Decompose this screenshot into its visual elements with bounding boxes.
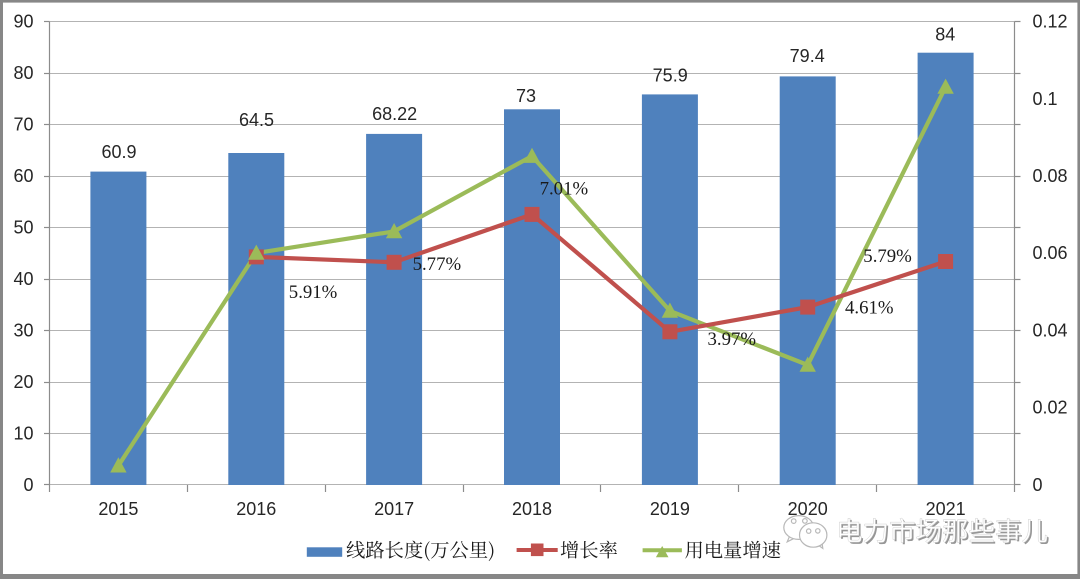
svg-text:84: 84 [935, 24, 955, 44]
svg-text:10: 10 [13, 423, 33, 443]
svg-text:20: 20 [13, 372, 33, 392]
svg-text:0.12: 0.12 [1033, 12, 1068, 32]
svg-text:4.61%: 4.61% [845, 298, 894, 319]
svg-text:70: 70 [13, 115, 33, 135]
svg-text:40: 40 [13, 269, 33, 289]
svg-text:64.5: 64.5 [239, 110, 274, 130]
svg-text:0.02: 0.02 [1033, 398, 1068, 418]
svg-text:0.1: 0.1 [1033, 89, 1058, 109]
svg-text:5.79%: 5.79% [863, 246, 912, 267]
svg-text:0.04: 0.04 [1033, 320, 1068, 340]
svg-text:5.77%: 5.77% [413, 254, 462, 275]
svg-text:2018: 2018 [512, 499, 552, 519]
svg-text:2016: 2016 [236, 499, 276, 519]
svg-text:30: 30 [13, 320, 33, 340]
svg-text:7.01%: 7.01% [540, 179, 589, 200]
svg-text:50: 50 [13, 218, 33, 238]
svg-text:75.9: 75.9 [653, 66, 688, 86]
svg-text:60: 60 [13, 166, 33, 186]
svg-text:2015: 2015 [98, 499, 138, 519]
svg-text:2021: 2021 [926, 499, 966, 519]
svg-text:0: 0 [23, 475, 33, 495]
svg-text:68.22: 68.22 [372, 104, 417, 124]
svg-text:79.4: 79.4 [790, 46, 825, 66]
svg-text:80: 80 [13, 63, 33, 83]
svg-text:3.97%: 3.97% [708, 329, 757, 350]
svg-text:0.08: 0.08 [1033, 166, 1068, 186]
svg-text:2020: 2020 [788, 499, 828, 519]
svg-text:73: 73 [516, 86, 536, 106]
svg-text:2017: 2017 [374, 499, 414, 519]
svg-text:5.91%: 5.91% [289, 282, 338, 303]
svg-text:60.9: 60.9 [101, 142, 136, 162]
svg-text:90: 90 [13, 12, 33, 32]
svg-text:0.06: 0.06 [1033, 243, 1068, 263]
svg-text:0: 0 [1033, 475, 1043, 495]
svg-text:2019: 2019 [650, 499, 690, 519]
